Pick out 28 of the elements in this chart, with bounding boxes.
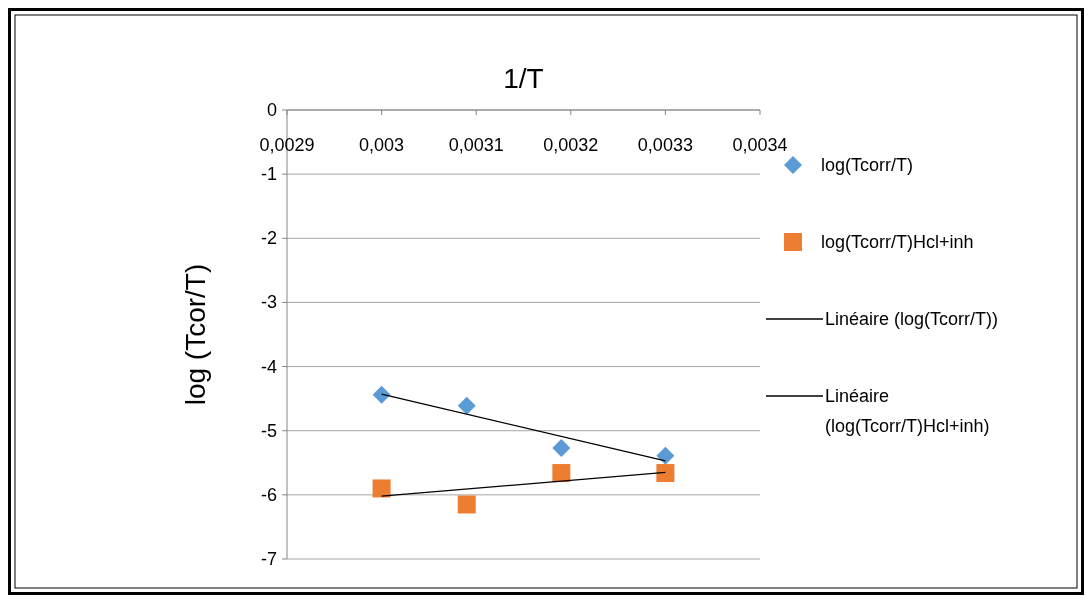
legend-label: log(Tcorr/T)Hcl+inh xyxy=(821,232,974,252)
y-tick-label: -1 xyxy=(260,164,277,185)
point xyxy=(457,495,476,514)
x-tick-label: 0,0032 xyxy=(543,135,599,155)
y-tick-label: -3 xyxy=(260,292,277,313)
y-tick-label: -4 xyxy=(260,356,277,377)
legend-label: Linéaire (log(Tcorr/T)) xyxy=(825,309,999,329)
legend-label: log(Tcorr/T) xyxy=(821,155,914,175)
point xyxy=(656,464,675,483)
point xyxy=(372,479,391,498)
x-tick-label: 0,0031 xyxy=(448,135,504,155)
x-axis-title: 1/T xyxy=(503,63,544,94)
point xyxy=(656,446,675,465)
x-tick-label: 0,003 xyxy=(359,135,405,155)
y-axis-title: log (Tcor/T) xyxy=(180,263,211,406)
x-tick-label: 0,0034 xyxy=(732,135,788,155)
y-tick-label: -6 xyxy=(260,484,277,505)
point xyxy=(552,439,571,458)
x-tick-label: 0,0029 xyxy=(259,135,315,155)
x-tick-label: 0,0033 xyxy=(637,135,693,155)
point xyxy=(457,396,476,415)
y-tick-label: -2 xyxy=(260,228,277,249)
point xyxy=(372,385,391,404)
y-tick-label: -7 xyxy=(260,549,277,569)
y-tick-label: -5 xyxy=(260,420,277,441)
y-tick-label: 0 xyxy=(266,100,277,120)
legend-label: Linéaire (log(Tcorr/T)Hcl+inh) xyxy=(825,386,990,436)
point xyxy=(552,464,571,483)
